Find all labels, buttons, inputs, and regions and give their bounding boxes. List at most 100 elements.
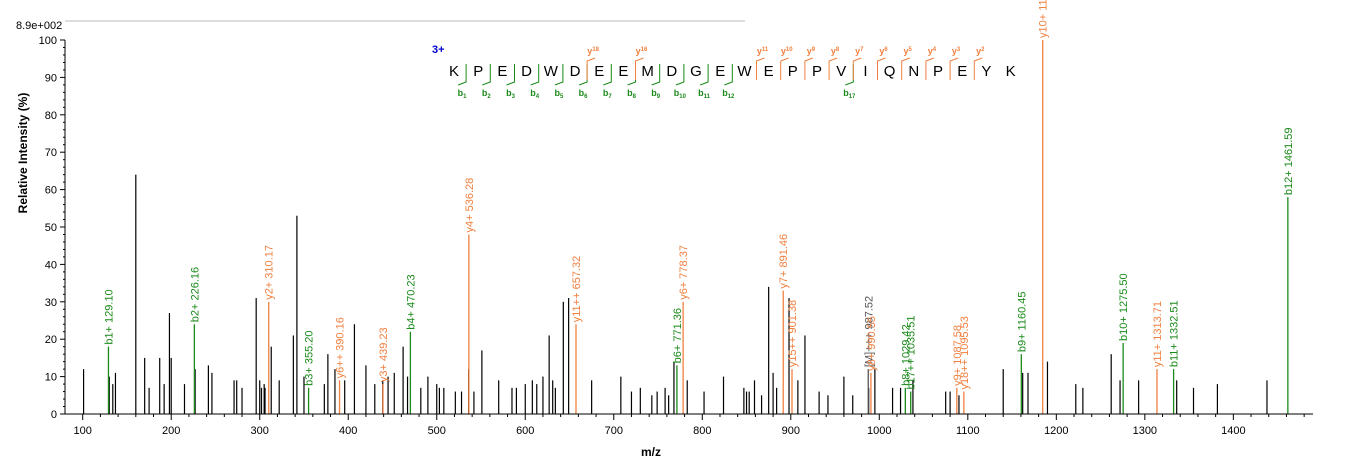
y-ion-bracket — [901, 57, 910, 80]
sequence-residue: N — [908, 63, 919, 80]
sequence-residue: P — [473, 63, 483, 80]
peak-label: b11+ 1332.51 — [1169, 300, 1181, 367]
b-ion-label: b3 — [506, 88, 516, 100]
b-ion-bracket — [457, 64, 467, 86]
y-ion-bracket — [877, 57, 886, 80]
peak-label: b17++ 1035.51 — [906, 316, 918, 390]
y-ion-label: y9 — [807, 46, 816, 56]
y-ion-label: y11 — [757, 46, 769, 56]
peak-label: b1+ 129.10 — [103, 289, 115, 344]
sequence-residue: Q — [884, 63, 896, 80]
y-ion-label: y4 — [928, 46, 937, 56]
y-tick-label: 10 — [45, 372, 57, 384]
y-ion-bracket — [804, 57, 814, 80]
peak-label: y11+ 1313.71 — [1152, 301, 1164, 367]
x-tick-label: 500 — [428, 425, 446, 437]
y-ion-label: y6 — [879, 46, 888, 56]
x-tick-label: 1400 — [1221, 425, 1245, 437]
sequence-residue: W — [544, 63, 559, 80]
b-ion-bracket — [554, 64, 564, 86]
y-ion-label: y3 — [952, 46, 961, 56]
b-ion-label: b17 — [843, 88, 856, 100]
y-ion-bracket — [828, 57, 838, 80]
b-ion-bracket — [675, 64, 685, 86]
peak-label: y9+ 1087.58 — [952, 325, 964, 386]
b-ion-label: b5 — [554, 88, 564, 100]
b-ion-label: b9 — [651, 88, 661, 100]
b-ion-label: b11 — [698, 88, 711, 100]
b-ion-label: b12 — [722, 88, 735, 100]
y-tick-label: 60 — [45, 185, 57, 197]
x-tick-label: 100 — [74, 425, 92, 437]
peak-label: b4+ 470.23 — [405, 274, 417, 329]
y-ion-bracket — [635, 57, 644, 80]
b-ion-label: b2 — [482, 88, 492, 100]
peak-label: y11++ 657.32 — [571, 256, 583, 322]
peak-label: [M]+++ 987.52 — [863, 296, 875, 367]
y-tick-label: 100 — [39, 35, 57, 47]
peak-label: y10+ 1184.63 — [1038, 0, 1050, 38]
peak-label: b2+ 226.16 — [189, 267, 201, 322]
sequence-residue: E — [497, 63, 507, 80]
y-ion-label: y7 — [855, 46, 864, 56]
peak-labels-layer: b1+ 129.10 b2+ 226.16 y2+ 310.17 b3+ 355.20… — [103, 0, 1294, 390]
x-tick-label: 200 — [162, 425, 180, 437]
sequence-residue: E — [594, 63, 604, 80]
y-tick-label: 40 — [45, 259, 57, 271]
peak-label: y3+ 439.23 — [378, 327, 390, 382]
b-ion-label: b8 — [627, 88, 637, 100]
b-ion-bracket — [482, 64, 491, 86]
y-ion-bracket — [949, 57, 959, 80]
b-ion-label: b10 — [674, 88, 687, 100]
peak-label: y6+ 778.37 — [678, 245, 690, 300]
peak-label: y15++ 901.38 — [787, 300, 799, 367]
b-ion-bracket — [530, 64, 540, 86]
y-ion-label: y16 — [636, 46, 648, 56]
b-ion-label: b1 — [458, 88, 468, 100]
y-tick-label: 20 — [45, 334, 57, 346]
b-ion-bracket — [627, 64, 636, 86]
sequence-residue: G — [690, 63, 702, 80]
sequence-residue: K — [449, 63, 459, 80]
x-axis-title: m/z — [641, 445, 661, 459]
y-ion-label: y5 — [904, 46, 913, 56]
b-ion-bracket — [603, 64, 612, 86]
b-ion-bracket — [699, 64, 709, 86]
y-ion-bracket — [586, 57, 596, 80]
peptide-sequence-map: 3+K P E D W D E E M D G E W E P P V I Q N P E Y Kb1 b2 b3 b4 b5 b6 b7… — [432, 44, 1016, 100]
y-max-label: 8.9e+002 — [16, 20, 62, 32]
sequence-residue: E — [715, 63, 725, 80]
peak-label: b3+ 355.20 — [304, 330, 316, 385]
sequence-residue: M — [641, 63, 654, 80]
y-ion-label: y2 — [976, 46, 985, 56]
x-tick-label: 1200 — [1044, 425, 1068, 437]
peak-label: y8+ 990.55 — [866, 316, 878, 371]
b-ion-bracket — [724, 64, 733, 86]
y-tick-label: 30 — [45, 297, 57, 309]
x-tick-label: 300 — [251, 425, 269, 437]
y-tick-label: 70 — [45, 147, 57, 159]
y-ion-label: y18 — [587, 46, 599, 56]
sequence-residue: D — [570, 63, 581, 80]
y-tick-label: 90 — [45, 72, 57, 84]
x-tick-label: 1000 — [867, 425, 891, 437]
y-ion-label: y10 — [781, 46, 793, 56]
peak-label: b10+ 1275.50 — [1118, 273, 1130, 341]
sequence-residue: E — [957, 63, 967, 80]
peak-label: y4+ 536.28 — [464, 178, 476, 233]
axes: 8.9e+002 m/z Relative Intensity (%) 0 10 2… — [16, 20, 1313, 459]
peak-label: y7+ 891.46 — [778, 234, 790, 289]
peak-label: y6++ 390.16 — [335, 317, 347, 378]
x-tick-label: 800 — [693, 425, 711, 437]
b-ion-label: b6 — [579, 88, 589, 100]
x-tick-label: 600 — [516, 425, 534, 437]
sequence-residue: I — [863, 63, 867, 80]
sequence-residue: E — [618, 63, 628, 80]
y-tick-label: 0 — [51, 409, 57, 421]
sequence-residue: K — [1006, 63, 1016, 80]
sequence-residue: P — [812, 63, 822, 80]
y-ion-label: y8 — [831, 46, 840, 56]
y-ion-bracket — [925, 57, 935, 80]
x-tick-label: 900 — [782, 425, 800, 437]
